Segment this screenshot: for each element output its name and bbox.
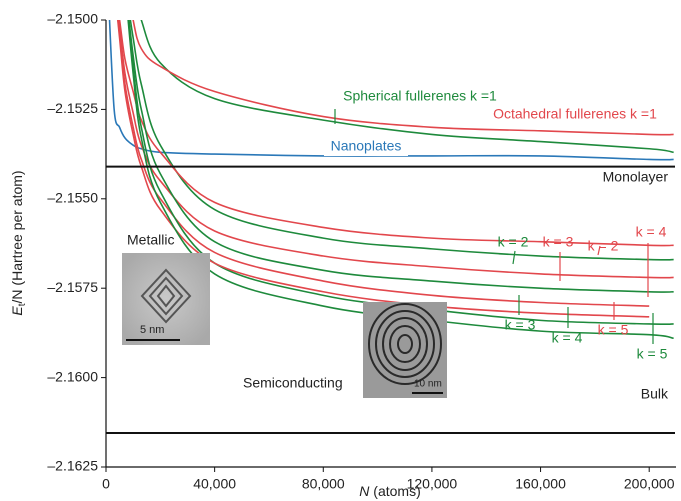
leader-line [597,245,601,256]
series-line [117,20,650,307]
scale-label: 10 nm [414,379,442,390]
scale-label: 5 nm [140,324,164,336]
series-line [140,20,674,154]
series-line [116,20,650,318]
inset-label: Metallic [127,232,174,248]
x-tick-label: 0 [102,476,110,492]
y-axis-text: /N (Hartree per atom) [9,170,25,303]
inset-image [122,253,210,345]
inset-shape [368,303,442,385]
inset-shape [156,284,176,308]
series-line [128,20,674,293]
x-tick-label: 160,000 [515,476,566,492]
series-line [127,20,674,326]
series-line [129,20,674,261]
x-tick-label: 120,000 [407,476,458,492]
y-tick-label: –2.1550 [47,190,98,206]
inset-shape [389,325,421,363]
leader-line [512,250,516,265]
series-label: k = 5 [637,346,668,362]
label-background [324,138,408,156]
series-line [108,20,674,161]
x-axis-title: N (atoms) [359,483,420,499]
reference-label: Monolayer [603,169,669,185]
series-label: Nanoplates [331,138,402,154]
series-label: k = 4 [552,330,583,346]
inset-semiconducting [363,302,447,398]
x-tick-label: 80,000 [302,476,345,492]
series-label: k = 2 [498,234,529,250]
x-axis-text: (atoms) [369,483,420,499]
series-line [127,20,674,340]
series-label: k = 3 [505,317,536,333]
y-tick-label: –2.1575 [47,279,98,295]
inset-shape [382,317,428,371]
y-tick-label: –2.1600 [47,368,98,384]
reference-label: Bulk [641,386,669,402]
y-tick-label: –2.1500 [47,11,98,27]
y-tick-label: –2.1525 [47,100,98,116]
y-axis-symbol: E [9,306,25,316]
x-axis-symbol: N [359,483,370,499]
series-label: Spherical fullerenes k =1 [343,88,497,104]
series-line [117,20,674,279]
plot-area [108,20,674,340]
inset-label: Semiconducting [243,375,343,391]
y-tick-label: –2.1625 [47,458,98,474]
series-label: k = 2 [588,238,619,254]
x-tick-label: 200,000 [624,476,675,492]
inset-shape [375,310,435,378]
y-axis-subscript: t [17,303,28,306]
series-label: k = 4 [636,224,667,240]
series-line [118,20,674,247]
x-tick-label: 40,000 [193,476,236,492]
inset-shape [397,334,413,354]
inset-metallic [122,253,210,345]
series-label: k = 5 [598,322,629,338]
series-label: Octahedral fullerenes k =1 [493,106,657,122]
series-line [132,20,674,136]
y-axis-title: Et/N (Hartree per atom) [9,170,28,315]
inset-shape [148,276,184,316]
inset-shape [140,268,192,324]
series-label: k = 3 [543,234,574,250]
